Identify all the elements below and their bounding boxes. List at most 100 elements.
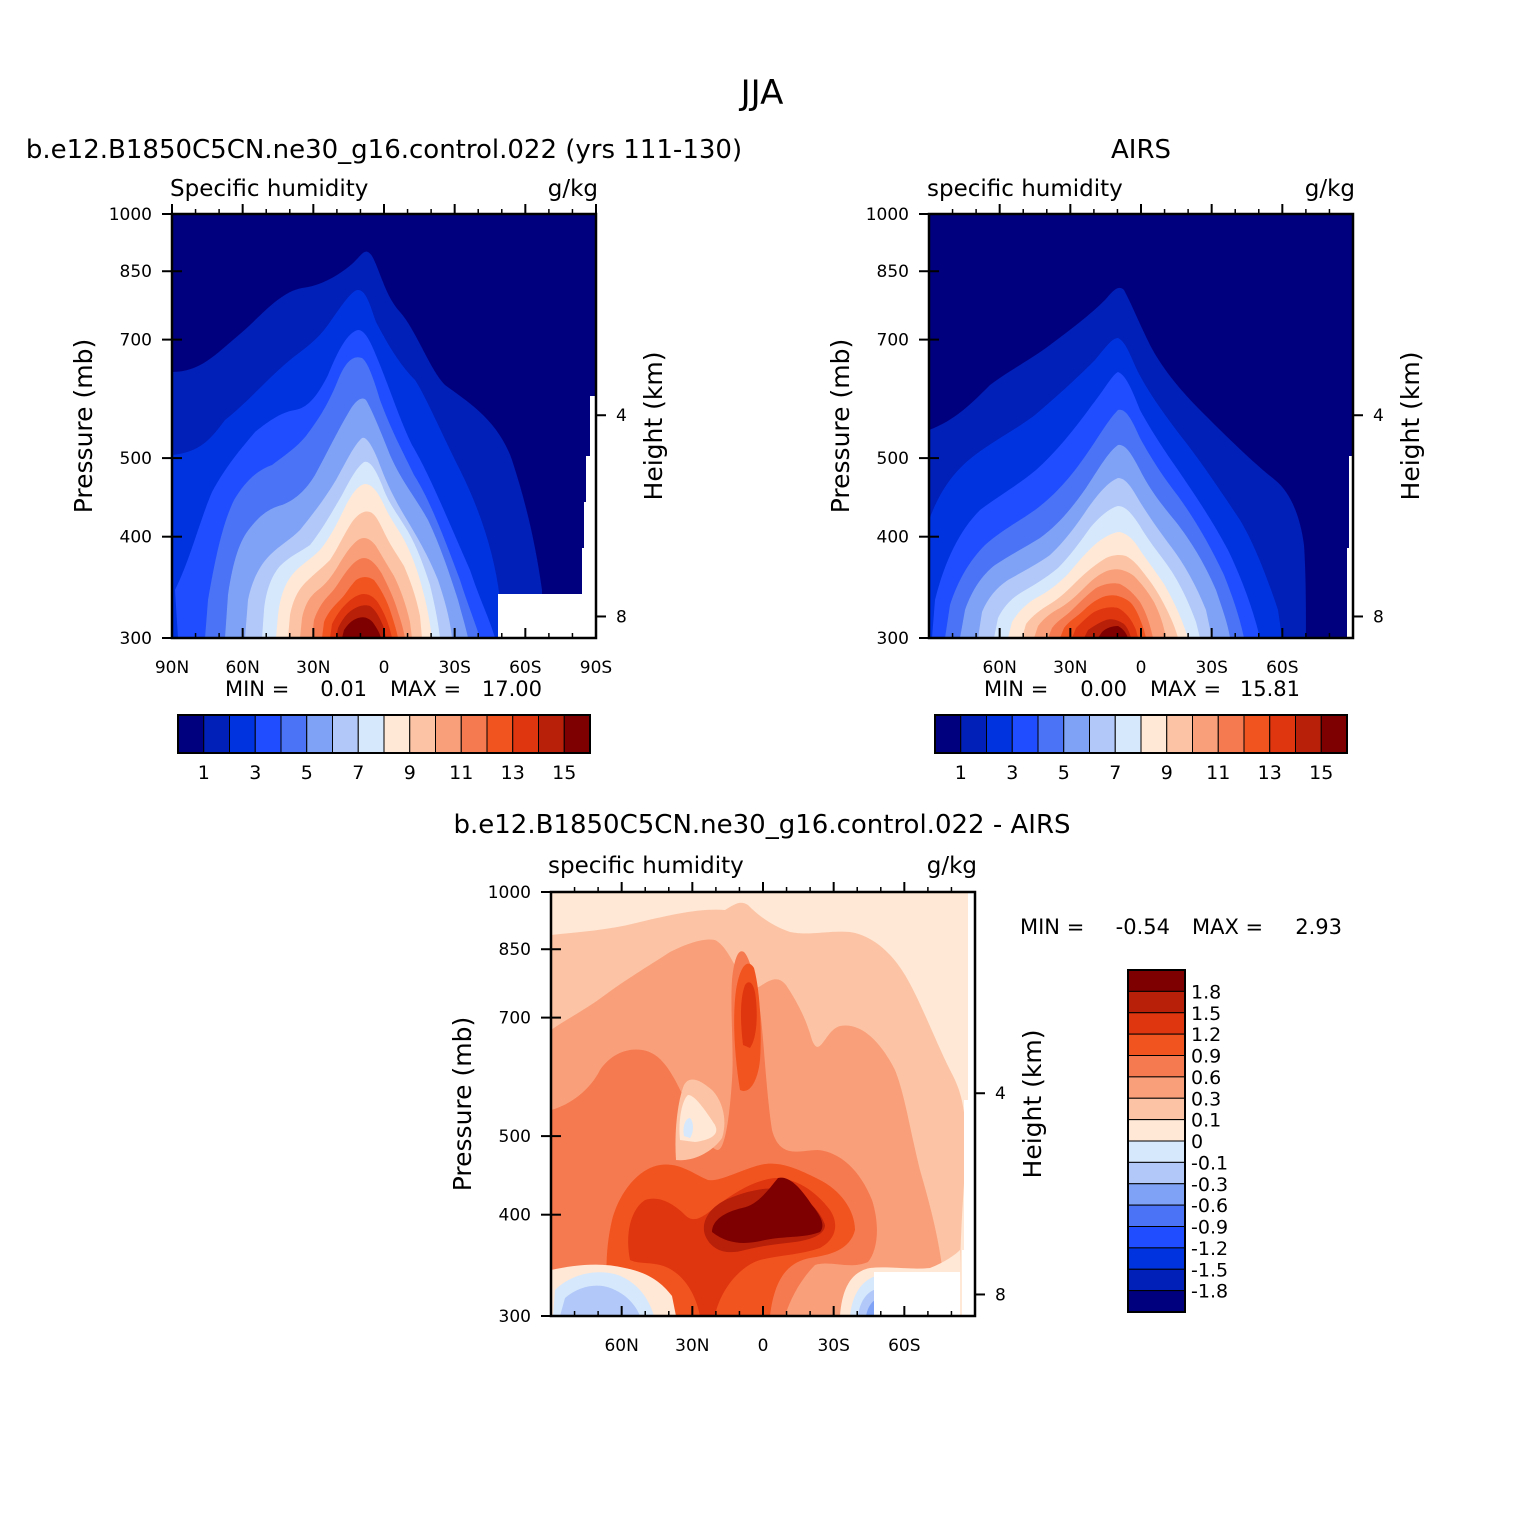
y2-tick-label-diff-1: 4 bbox=[995, 1084, 1006, 1104]
y-tick-label-diff-0: 300 bbox=[499, 1307, 531, 1327]
y-tick-label-model-2: 500 bbox=[120, 449, 152, 469]
colorbar-box-obs-11 bbox=[1217, 714, 1245, 754]
colorbar-box-diff-3 bbox=[1127, 1033, 1186, 1056]
panel-title-diff: b.e12.B1850C5CN.ne30_g16.control.022 - A… bbox=[453, 810, 1070, 840]
y-tick-label-obs-2: 500 bbox=[877, 449, 909, 469]
colorbar-box-diff-15 bbox=[1127, 1290, 1186, 1313]
colorbar-label-model-2: 5 bbox=[301, 762, 313, 784]
x-tick-label-model-2: 30N bbox=[296, 658, 330, 678]
colorbar-label-diff-4: 0.6 bbox=[1191, 1067, 1221, 1089]
colorbar-label-model-4: 9 bbox=[404, 762, 416, 784]
colorbar-box-model-3 bbox=[254, 714, 282, 754]
colorbar-box-obs-10 bbox=[1192, 714, 1219, 754]
colorbar-label-diff-12: -1.2 bbox=[1191, 1238, 1228, 1260]
colorbar-box-model-7 bbox=[357, 714, 385, 754]
y-tick-label-diff-4: 850 bbox=[499, 940, 531, 960]
colorbar-label-diff-7: 0 bbox=[1191, 1131, 1203, 1153]
y-tick-label-diff-2: 500 bbox=[499, 1127, 531, 1147]
y-tick-label-diff-1: 400 bbox=[499, 1206, 531, 1226]
colorbar-label-diff-13: -1.5 bbox=[1191, 1259, 1228, 1281]
colorbar-box-diff-7 bbox=[1127, 1119, 1186, 1142]
x-tick-label-diff-4: 60S bbox=[888, 1336, 920, 1356]
min-label-obs: MIN = bbox=[984, 677, 1048, 701]
colorbar-label-diff-0: 1.8 bbox=[1191, 981, 1221, 1003]
contour-field-model bbox=[172, 214, 596, 638]
x-tick-label-model-4: 30S bbox=[438, 658, 470, 678]
colorbar-label-model-1: 3 bbox=[249, 762, 261, 784]
min-value-obs: 0.00 bbox=[1080, 677, 1127, 701]
colorbar-label-diff-10: -0.6 bbox=[1191, 1195, 1228, 1217]
colorbar-label-obs-0: 1 bbox=[955, 762, 967, 784]
x-tick-label-diff-0: 60N bbox=[604, 1336, 638, 1356]
y2-tick-label-model-1: 4 bbox=[616, 406, 627, 426]
colorbar-box-model-13 bbox=[512, 714, 539, 754]
y2-tick-label-obs-1: 4 bbox=[1373, 406, 1384, 426]
colorbar-box-diff-0 bbox=[1127, 969, 1186, 992]
x-tick-label-diff-1: 30N bbox=[675, 1336, 709, 1356]
colorbar-label-diff-3: 0.9 bbox=[1191, 1046, 1221, 1068]
colorbar-label-model-6: 13 bbox=[501, 762, 525, 784]
max-value-obs: 15.81 bbox=[1240, 677, 1300, 701]
x-tick-label-obs-4: 60S bbox=[1266, 658, 1298, 678]
panel-diff: b.e12.B1850C5CN.ne30_g16.control.022 - A… bbox=[448, 810, 1342, 1318]
colorbar-label-obs-2: 5 bbox=[1058, 762, 1070, 784]
max-label-obs: MAX = bbox=[1150, 677, 1221, 701]
colorbar-box-obs-15 bbox=[1320, 714, 1348, 754]
y-tick-label-obs-0: 300 bbox=[877, 629, 909, 649]
x-tick-label-obs-1: 30N bbox=[1053, 658, 1087, 678]
colorbar-box-diff-12 bbox=[1127, 1226, 1186, 1249]
axes-model: 90N 60N 30N 0 30S 60S 90S 300 400 500 700 850 1000 8 4 bbox=[109, 204, 627, 678]
y-tick-label-obs-3: 700 bbox=[877, 331, 909, 351]
colorbar-box-obs-8 bbox=[1140, 714, 1168, 754]
colorbar-label-model-3: 7 bbox=[352, 762, 364, 784]
colorbar-box-obs-12 bbox=[1243, 714, 1271, 754]
field-label-model: Specific humidity bbox=[170, 176, 368, 202]
colorbar-diff: 1.81.51.20.90.60.30.10-0.1-0.3-0.6-0.9-1… bbox=[1127, 969, 1228, 1313]
colorbar-box-obs-7 bbox=[1114, 714, 1142, 754]
colorbar-label-model-0: 1 bbox=[198, 762, 210, 784]
colorbar-label-diff-1: 1.5 bbox=[1191, 1003, 1221, 1025]
colorbar-box-model-14 bbox=[538, 714, 565, 754]
colorbar-label-obs-4: 9 bbox=[1161, 762, 1173, 784]
x-tick-label-diff-2: 0 bbox=[758, 1336, 769, 1356]
colorbar-box-obs-0 bbox=[934, 714, 962, 754]
colorbar-box-model-4 bbox=[280, 714, 308, 754]
y-tick-label-model-0: 300 bbox=[120, 629, 152, 649]
y-tick-label-obs-4: 850 bbox=[877, 262, 909, 282]
colorbar-box-model-5 bbox=[306, 714, 333, 754]
x-tick-label-obs-2: 0 bbox=[1136, 658, 1147, 678]
colorbar-box-obs-6 bbox=[1089, 714, 1116, 754]
colorbar-box-model-2 bbox=[229, 714, 256, 754]
colorbar-label-obs-5: 11 bbox=[1206, 762, 1230, 784]
y-axis-label-obs: Pressure (mb) bbox=[826, 339, 855, 513]
colorbar-label-model-5: 11 bbox=[449, 762, 473, 784]
y-tick-label-model-3: 700 bbox=[120, 331, 152, 351]
y-tick-label-obs-5: 1000 bbox=[866, 205, 909, 225]
x-tick-label-obs-3: 30S bbox=[1195, 658, 1227, 678]
colorbar-box-model-15 bbox=[563, 714, 591, 754]
y-tick-label-diff-5: 1000 bbox=[488, 883, 531, 903]
y-tick-label-model-4: 850 bbox=[120, 262, 152, 282]
colorbar-obs: 1 3 5 7 9 11 13 15 bbox=[934, 714, 1348, 784]
min-label-diff: MIN = bbox=[1020, 915, 1084, 939]
colorbar-box-obs-1 bbox=[960, 714, 987, 754]
x-tick-label-diff-3: 30S bbox=[817, 1336, 849, 1356]
colorbar-frame-diff bbox=[1127, 969, 1186, 1313]
y-tick-label-model-5: 1000 bbox=[109, 205, 152, 225]
colorbar-box-model-9 bbox=[409, 714, 436, 754]
colorbar-box-diff-9 bbox=[1127, 1161, 1186, 1185]
colorbar-box-model-0 bbox=[177, 714, 205, 754]
y2-axis-label-obs: Height (km) bbox=[1396, 352, 1425, 501]
y2-axis-label-diff: Height (km) bbox=[1018, 1030, 1047, 1179]
axes-diff: 60N 30N 0 30S 60S 300 400 500 700 850 1000 8 4 bbox=[488, 882, 1006, 1356]
colorbar-label-diff-8: -0.1 bbox=[1191, 1152, 1228, 1174]
colorbar-box-diff-2 bbox=[1127, 1012, 1186, 1035]
colorbar-frame-model bbox=[177, 714, 591, 754]
min-value-diff: -0.54 bbox=[1116, 915, 1170, 939]
colorbar-label-obs-1: 3 bbox=[1006, 762, 1018, 784]
colorbar-label-obs-6: 13 bbox=[1258, 762, 1282, 784]
colorbar-box-diff-8 bbox=[1127, 1140, 1186, 1163]
y-tick-label-diff-3: 700 bbox=[499, 1009, 531, 1029]
colorbar-box-diff-4 bbox=[1127, 1055, 1186, 1078]
colorbar-box-diff-1 bbox=[1127, 990, 1186, 1014]
